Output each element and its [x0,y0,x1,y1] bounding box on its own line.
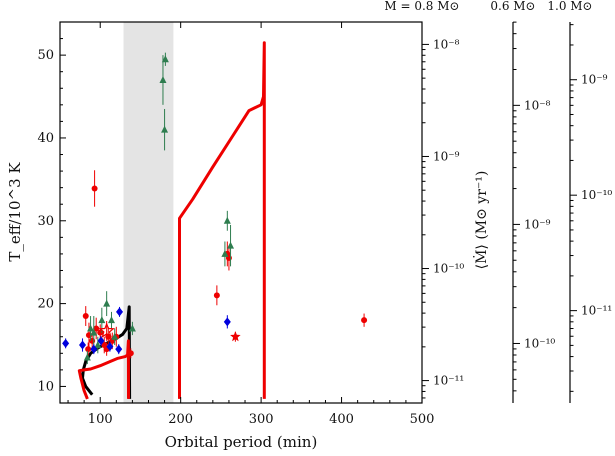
data-point [111,332,119,340]
mdot-tick-label: 10⁻⁹ [524,217,551,231]
plot-area [62,22,368,403]
data-point [83,353,91,361]
period-gap-band [123,22,174,403]
data-point [103,299,111,307]
data-point [223,317,231,327]
data-point [223,216,231,224]
data-point [90,328,98,336]
mdot-tick-label: 10⁻⁹ [581,73,608,87]
data-point [116,307,124,317]
data-point [161,55,169,63]
data-point [98,322,115,338]
data-point [361,317,368,324]
data-point [79,340,87,350]
axes: 100 200 300 400 500 10 20 30 40 50 M = 0.8 M⊙ 10⁻⁸ 1… [37,0,612,427]
mdot-tick-label: 10⁻¹⁰ [581,188,612,202]
mdot-axis-title: 0.6 M⊙ [490,0,535,13]
y-axis-label: T_eff/10^3 K [6,162,24,262]
x-tick-label: 200 [168,412,193,427]
data-point [128,324,136,332]
data-point [106,342,114,352]
x-tick-label: 300 [249,412,274,427]
data-point [85,346,92,353]
y-tick-label: 50 [37,48,54,63]
data-point [161,125,169,133]
evolution-track-black [81,305,132,399]
data-point [87,324,95,332]
x-tick-label: 100 [88,412,113,427]
evolution-track-red-low [77,339,130,400]
mdot-tick-label: 10⁻¹⁰ [433,262,464,276]
plot-clip-group [62,22,368,403]
x-axis-label: Orbital period (min) [165,433,318,451]
data-point [127,350,134,357]
data-point [159,75,167,83]
data-point [98,316,106,324]
data-point [62,338,70,348]
data-point [82,313,89,320]
data-point [227,241,235,249]
data-point [94,341,102,349]
mdot-axis-title: 1.0 M⊙ [547,0,592,13]
data-point [107,316,115,324]
mdot-tick-label: 10⁻⁹ [433,149,460,163]
mdot-tick-label: 10⁻¹¹ [581,304,612,318]
data-point [97,336,105,346]
data-point [221,249,229,257]
data-point [213,292,220,299]
data-point [115,344,123,354]
mdot-axis-label: ⟨Ṁ⟩ (M⊙ yr⁻¹) [472,171,490,270]
mdot-tick-label: 10⁻⁸ [524,98,551,112]
y-tick-label: 40 [37,131,54,146]
evolution-track-red-high [178,41,266,399]
mdot-tick-label: 10⁻⁸ [433,37,460,51]
data-point [91,185,98,192]
y-tick-label: 30 [37,214,54,229]
data-point [90,344,98,354]
mdot-tick-label: 10⁻¹¹ [433,374,464,388]
data-point [93,325,100,332]
x-tick-label: 500 [410,412,435,427]
y-tick-label: 20 [37,297,54,312]
y-tick-label: 10 [37,379,54,394]
x-tick-label: 400 [329,412,354,427]
data-point [230,331,241,342]
plot-frame [59,21,423,404]
mdot-tick-label: 10⁻¹⁰ [524,336,555,350]
mdot-axis-title: M = 0.8 M⊙ [384,0,459,13]
